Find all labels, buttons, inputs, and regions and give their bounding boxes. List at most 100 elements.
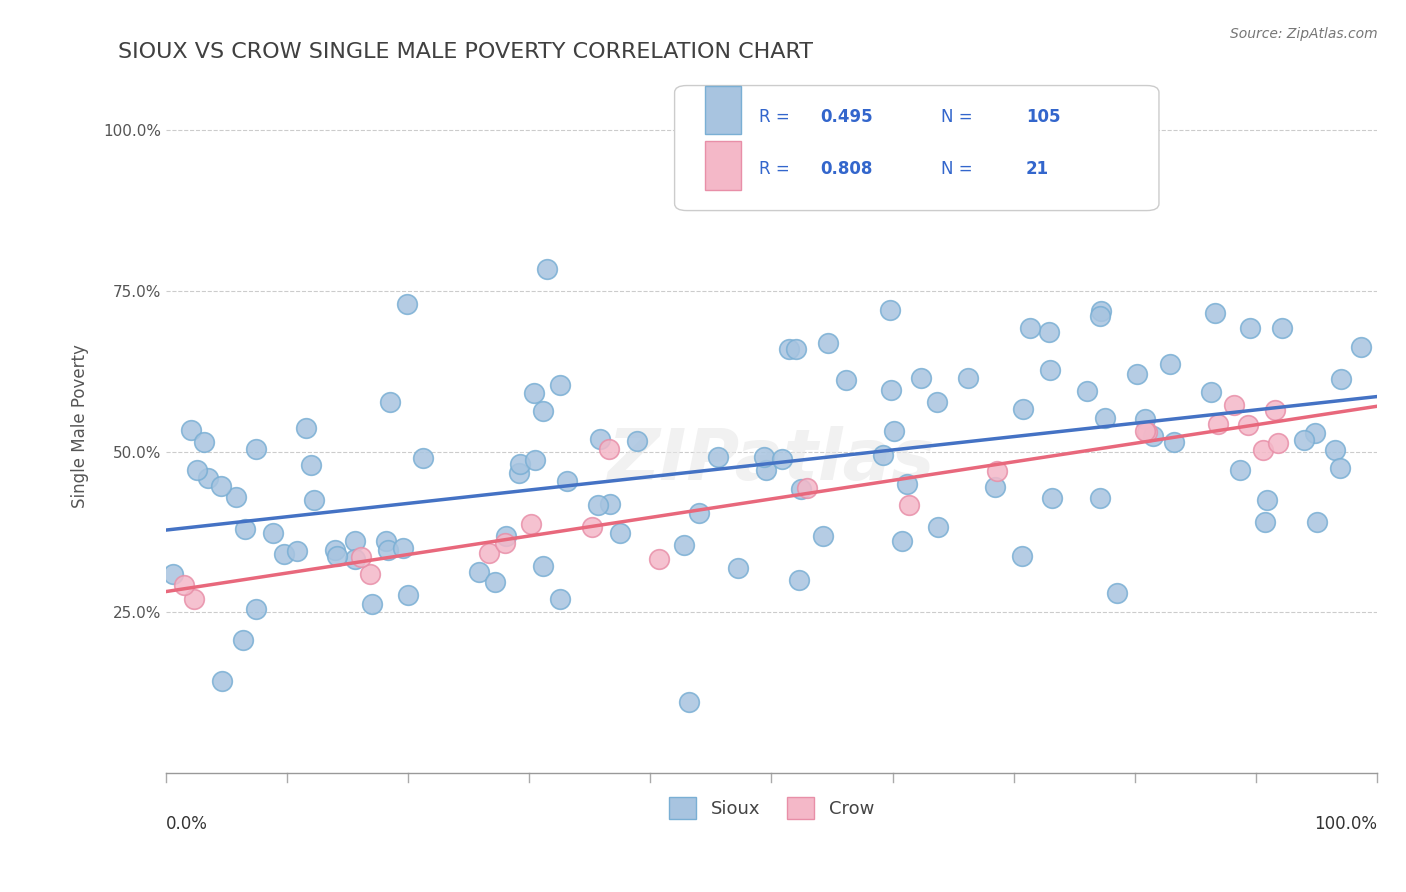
Point (396, 588, 419, 602)
Point (519, 516, 541, 531)
Text: 0.495: 0.495 (820, 108, 873, 126)
Point (1012, 402, 1035, 417)
Text: 105: 105 (1026, 108, 1060, 126)
Point (1303, 426, 1326, 441)
Point (523, 385, 546, 400)
Point (1038, 325, 1060, 339)
Point (325, 549, 347, 563)
Point (817, 336, 839, 351)
Point (262, 526, 284, 541)
Point (1159, 357, 1181, 371)
Point (302, 493, 325, 508)
Point (478, 546, 501, 560)
Point (211, 673, 233, 688)
Point (548, 591, 571, 606)
Point (883, 424, 905, 438)
Text: 0.0%: 0.0% (166, 815, 208, 833)
Text: N =: N = (941, 160, 979, 178)
Point (1237, 418, 1260, 433)
Point (1042, 491, 1064, 505)
Point (678, 695, 700, 709)
Point (548, 378, 571, 392)
Point (925, 394, 948, 409)
Point (785, 343, 807, 357)
Point (1136, 425, 1159, 440)
Point (599, 497, 621, 511)
Point (233, 522, 256, 536)
FancyBboxPatch shape (704, 141, 741, 190)
Text: R =: R = (759, 160, 796, 178)
Point (983, 480, 1005, 494)
Point (626, 434, 648, 449)
Point (1088, 491, 1111, 505)
Point (1208, 417, 1230, 431)
Point (1292, 433, 1315, 447)
Point (1105, 585, 1128, 599)
Point (1254, 515, 1277, 529)
Point (811, 529, 834, 543)
Point (183, 591, 205, 606)
Point (273, 547, 295, 561)
Point (1094, 411, 1116, 425)
Point (523, 452, 546, 467)
Point (295, 420, 318, 434)
Point (787, 573, 810, 587)
Point (586, 498, 609, 512)
Point (1256, 492, 1278, 507)
Point (957, 371, 980, 385)
Point (1076, 384, 1098, 399)
Point (790, 482, 813, 496)
Point (378, 395, 401, 409)
Point (343, 552, 366, 566)
Text: ZIPatlas: ZIPatlas (607, 426, 935, 495)
Point (890, 534, 912, 549)
Legend: Sioux, Crow: Sioux, Crow (662, 790, 882, 827)
Point (162, 567, 184, 582)
Point (927, 519, 949, 533)
Point (225, 490, 247, 504)
Point (377, 542, 399, 557)
Point (484, 574, 506, 589)
Point (245, 602, 267, 616)
Point (412, 450, 434, 465)
Point (1267, 435, 1289, 450)
Point (1223, 398, 1246, 412)
Point (986, 463, 1008, 477)
Point (173, 578, 195, 592)
Point (509, 457, 531, 471)
Y-axis label: Single Male Poverty: Single Male Poverty (72, 344, 89, 508)
Point (495, 529, 517, 543)
Point (245, 442, 267, 456)
Point (755, 463, 778, 477)
Point (770, 452, 793, 467)
Point (752, 450, 775, 465)
Point (1329, 460, 1351, 475)
Text: SIOUX VS CROW SINGLE MALE POVERTY CORRELATION CHART: SIOUX VS CROW SINGLE MALE POVERTY CORREL… (118, 42, 813, 62)
Point (323, 543, 346, 558)
Point (392, 541, 415, 555)
Text: R =: R = (759, 108, 796, 126)
Point (727, 560, 749, 574)
Point (879, 302, 901, 317)
Point (1038, 363, 1060, 377)
Point (343, 534, 366, 549)
Point (1142, 428, 1164, 442)
Point (197, 471, 219, 485)
Point (1204, 306, 1226, 320)
Point (796, 481, 818, 495)
Point (1163, 434, 1185, 449)
Point (1329, 372, 1351, 386)
FancyBboxPatch shape (704, 86, 741, 134)
Point (180, 423, 202, 437)
Point (531, 403, 554, 417)
Point (285, 544, 308, 558)
Text: 100.0%: 100.0% (1315, 815, 1376, 833)
Point (778, 342, 800, 356)
Point (1126, 367, 1149, 381)
Point (896, 476, 918, 491)
Point (395, 296, 418, 310)
Text: 21: 21 (1026, 160, 1049, 178)
Point (1350, 340, 1372, 354)
Point (350, 550, 373, 565)
Point (1324, 442, 1347, 457)
